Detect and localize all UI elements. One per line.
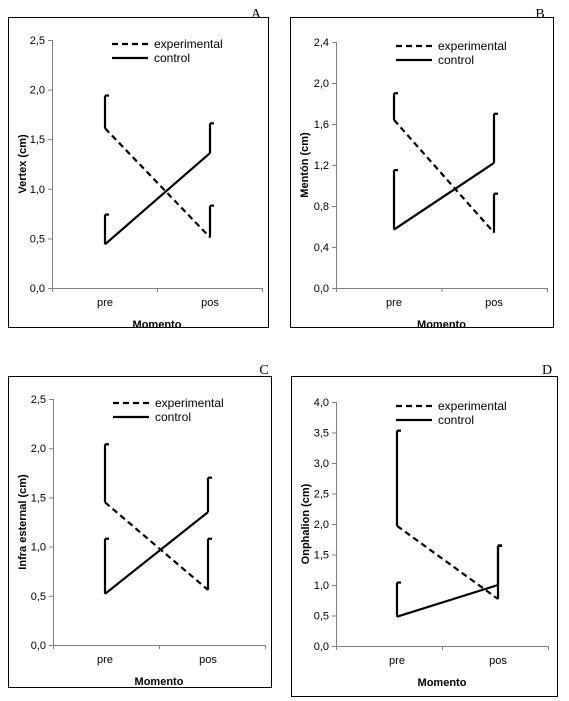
x-tick-label: pre [97,654,113,666]
y-tick-label: 0,0 [31,640,46,652]
series-line-control [393,162,495,231]
panel-letter: B [535,7,544,22]
chart-panel-A: A 0,0 0,5 1,0 1,5 2,0 2,5 pre pos Momento Vertex (… [8,7,269,331]
legend-label: experimental [438,39,507,53]
panel-frame [8,376,272,688]
x-tick-label: pos [485,297,503,309]
panel-frame [291,376,558,697]
y-axis-title: Onphalion (cm) [300,483,312,564]
legend-label: control [438,53,474,67]
y-tick-label: 3,5 [314,428,329,440]
y-tick-label: 4,0 [314,397,329,409]
y-tick-label: 0,0 [314,641,329,653]
y-tick-label: 0,8 [314,201,329,213]
panel-frame [290,17,554,328]
x-tick-label: pre [386,297,402,309]
x-tick-label: pre [389,655,405,667]
legend-label: control [154,51,190,65]
legend-label: experimental [438,399,507,413]
y-tick-label: 1,6 [314,119,329,131]
y-tick-label: 1,0 [314,580,329,592]
panel-letter: C [259,363,268,378]
y-tick-label: 0,5 [314,611,329,623]
x-tick-label: pre [97,297,113,309]
y-tick-label: 2,5 [31,394,46,406]
x-axis-title: Momento [133,319,182,331]
y-tick-label: 2,0 [314,519,329,531]
y-axis-title: Infra esternal (cm) [17,474,29,570]
y-tick-label: 2,0 [30,85,45,97]
panel-letter: D [542,363,552,378]
y-tick-label: 3,0 [314,458,329,470]
y-tick-label: 1,0 [30,184,45,196]
y-tick-label: 0,0 [30,283,45,295]
y-tick-label: 2,5 [314,489,329,501]
series-line-experimental [104,127,211,239]
y-tick-label: 0,5 [31,591,46,603]
panel-letter: A [251,7,262,22]
series-line-experimental [396,524,499,600]
x-tick-label: pos [199,654,217,666]
y-axis-title: Mentón (cm) [299,132,311,198]
y-tick-label: 2,5 [30,35,45,47]
y-tick-label: 0,5 [30,233,45,245]
y-axis-title: Vertex (cm) [17,134,29,194]
x-tick-label: pos [201,297,219,309]
legend-label: experimental [155,396,224,410]
legend-label: experimental [154,37,223,51]
series-line-control [104,511,209,595]
y-tick-label: 1,0 [31,542,46,554]
x-tick-label: pos [489,655,507,667]
chart-panel-B: B 0,0 0,4 0,8 1,2 1,6 2,0 2,4 pre pos Momento Mentó… [290,7,554,331]
y-tick-label: 1,5 [314,550,329,562]
chart-panel-D: D 0,0 0,5 1,0 1,5 2,0 2,5 3,0 3,5 4,0 pre pos Moment… [291,363,558,697]
x-axis-title: Momento [135,676,184,688]
y-tick-label: 0,4 [314,242,329,254]
series-line-experimental [393,119,495,234]
y-tick-label: 2,0 [31,443,46,455]
panel-frame [8,17,269,328]
y-tick-label: 2,4 [314,37,329,49]
y-tick-label: 1,5 [31,492,46,504]
chart-panel-C: C 0,0 0,5 1,0 1,5 2,0 2,5 pre pos Momento Infra es… [8,363,272,688]
series-line-control [396,583,499,618]
x-axis-title: Momento [418,677,467,689]
series-line-control [104,152,211,246]
legend-label: control [155,410,191,424]
y-tick-label: 2,0 [314,78,329,90]
y-tick-label: 1,5 [30,134,45,146]
x-axis-title: Momento [417,319,466,331]
series-line-experimental [104,501,209,591]
y-tick-label: 1,2 [314,160,329,172]
y-tick-label: 0,0 [314,283,329,295]
legend-label: control [438,413,474,427]
